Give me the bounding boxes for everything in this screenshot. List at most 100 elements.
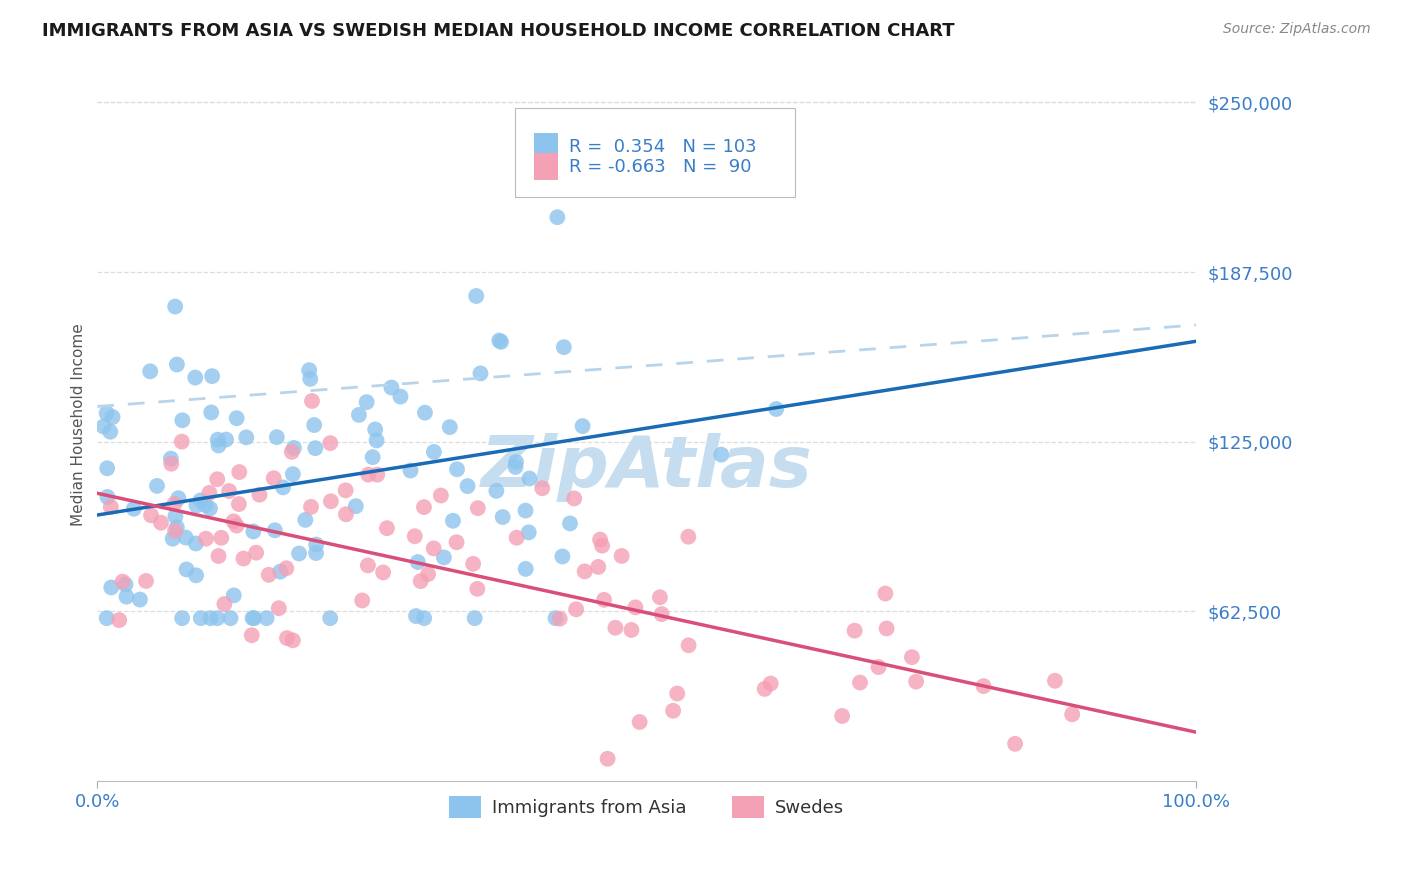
Text: R = -0.663   N =  90: R = -0.663 N = 90 xyxy=(568,158,751,176)
Point xyxy=(515,562,537,576)
Point xyxy=(172,413,194,427)
Point xyxy=(264,523,287,537)
Point xyxy=(207,433,229,447)
Point xyxy=(222,588,245,602)
Point xyxy=(361,450,384,464)
Point xyxy=(844,624,866,638)
Point xyxy=(488,334,510,348)
Point xyxy=(1043,673,1066,688)
Point xyxy=(201,369,224,384)
FancyBboxPatch shape xyxy=(533,134,558,161)
Point xyxy=(166,358,188,372)
Point xyxy=(505,459,527,474)
FancyBboxPatch shape xyxy=(533,153,558,180)
Point xyxy=(163,497,186,511)
Text: IMMIGRANTS FROM ASIA VS SWEDISH MEDIAN HOUSEHOLD INCOME CORRELATION CHART: IMMIGRANTS FROM ASIA VS SWEDISH MEDIAN H… xyxy=(42,22,955,40)
Point xyxy=(562,491,585,506)
Point xyxy=(96,461,118,475)
Point xyxy=(357,558,380,573)
Point xyxy=(172,611,194,625)
Point xyxy=(101,410,124,425)
Point xyxy=(544,611,567,625)
Point xyxy=(319,611,342,625)
Point xyxy=(93,419,115,434)
Point xyxy=(301,394,323,409)
Point xyxy=(170,434,193,449)
Point xyxy=(305,537,328,551)
Point xyxy=(505,455,527,469)
Point xyxy=(666,687,689,701)
Point xyxy=(222,514,245,528)
Point xyxy=(96,406,118,420)
Point xyxy=(207,472,229,486)
Point xyxy=(571,419,593,434)
Point xyxy=(366,467,388,482)
Point xyxy=(754,681,776,696)
Point xyxy=(366,434,388,448)
Point xyxy=(160,451,183,466)
Point xyxy=(184,370,207,384)
Point xyxy=(765,402,787,417)
Point xyxy=(281,445,304,459)
Point xyxy=(228,465,250,479)
Point xyxy=(759,676,782,690)
Point xyxy=(574,565,596,579)
Point xyxy=(150,516,173,530)
Point xyxy=(413,611,436,625)
Point xyxy=(464,611,486,625)
Point xyxy=(267,601,290,615)
Point xyxy=(505,531,527,545)
Point xyxy=(186,499,208,513)
Point xyxy=(176,562,198,576)
Point xyxy=(357,467,380,482)
Point xyxy=(489,334,512,349)
Point xyxy=(263,471,285,485)
Point xyxy=(610,549,633,563)
Point xyxy=(831,709,853,723)
Point xyxy=(115,590,138,604)
Point xyxy=(266,430,288,444)
Point xyxy=(375,521,398,535)
Point xyxy=(620,623,643,637)
Legend: Immigrants from Asia, Swedes: Immigrants from Asia, Swedes xyxy=(441,789,852,825)
Point xyxy=(190,493,212,508)
Point xyxy=(194,498,217,512)
Point xyxy=(166,520,188,534)
Point xyxy=(194,532,217,546)
Point xyxy=(662,704,685,718)
Point xyxy=(519,471,541,485)
Point xyxy=(96,611,118,625)
Point xyxy=(439,420,461,434)
Point xyxy=(184,536,207,550)
Point xyxy=(546,211,568,225)
Point xyxy=(108,613,131,627)
Point xyxy=(1004,737,1026,751)
Point xyxy=(167,491,190,506)
Point xyxy=(446,462,468,476)
Point xyxy=(678,638,700,652)
Text: Source: ZipAtlas.com: Source: ZipAtlas.com xyxy=(1223,22,1371,37)
Point xyxy=(591,539,613,553)
Point xyxy=(165,524,187,538)
Point xyxy=(198,486,221,500)
Point xyxy=(457,479,479,493)
Point xyxy=(225,411,247,425)
Text: ZipAtlas: ZipAtlas xyxy=(481,433,813,502)
Point xyxy=(276,631,298,645)
Point xyxy=(593,592,616,607)
Point xyxy=(364,422,387,436)
Point xyxy=(347,408,370,422)
Point xyxy=(96,490,118,504)
Point xyxy=(548,612,571,626)
Point xyxy=(135,574,157,588)
Point xyxy=(492,510,515,524)
Point xyxy=(299,372,322,386)
Point xyxy=(624,600,647,615)
Point xyxy=(356,395,378,409)
Point xyxy=(215,433,238,447)
Point xyxy=(416,567,439,582)
Point xyxy=(281,467,304,482)
Point xyxy=(1062,707,1084,722)
Point xyxy=(465,289,488,303)
Point xyxy=(198,501,221,516)
